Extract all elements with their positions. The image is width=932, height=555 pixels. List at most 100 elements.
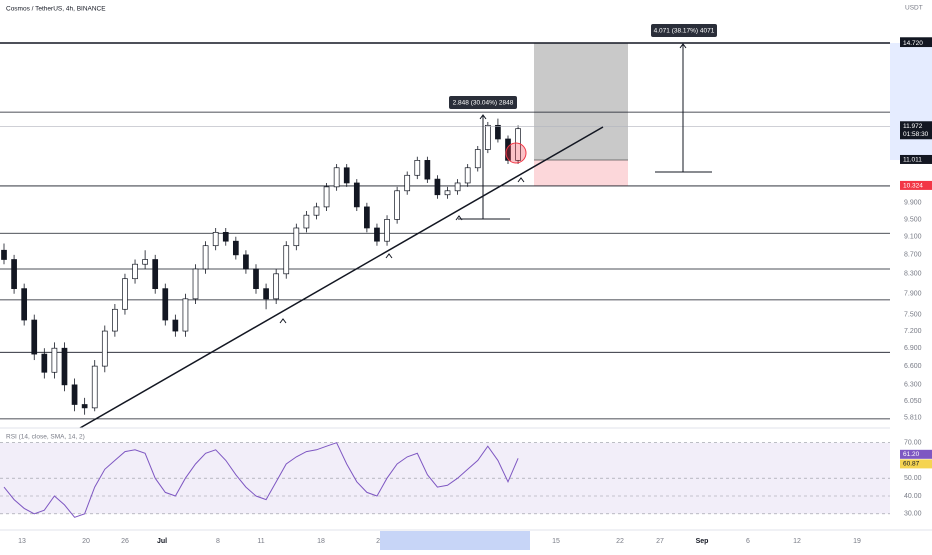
stop-zone xyxy=(534,159,628,186)
candle-body xyxy=(112,308,118,332)
carets xyxy=(279,177,525,324)
y-tick-label: 7.900 xyxy=(904,291,922,298)
candle-body xyxy=(232,240,239,256)
y-tick-label: 9.900 xyxy=(904,200,922,207)
annotation: 4.071 (38.17%) 4071 xyxy=(654,28,715,35)
candle-body xyxy=(263,288,269,300)
candle-body xyxy=(142,259,148,265)
candle-body xyxy=(464,167,471,184)
symbol-title: Cosmos / TetherUS, 4h, BINANCE xyxy=(6,6,106,13)
rsi-tick-label: 40.00 xyxy=(904,493,922,500)
candle-body xyxy=(11,259,17,289)
candle-body xyxy=(484,124,491,150)
x-tick-label: 15 xyxy=(552,538,560,545)
candle-body xyxy=(31,319,38,355)
price-label: 10.324 xyxy=(903,183,923,190)
rsi-line xyxy=(3,442,519,518)
y-tick-label: 9.100 xyxy=(904,234,922,241)
y-tick-label: 7.500 xyxy=(904,311,922,318)
candle-body xyxy=(303,214,310,229)
candle-body xyxy=(273,273,280,300)
candle-body xyxy=(343,167,350,184)
annotation-box xyxy=(449,96,517,109)
candle-body xyxy=(101,330,108,367)
candle-body xyxy=(152,259,159,289)
price-label: 11.972 xyxy=(903,123,923,130)
candle-body xyxy=(505,138,511,161)
candle-body xyxy=(404,174,411,192)
rsi-tick-label: 50.00 xyxy=(904,475,922,482)
candle-body xyxy=(384,219,390,242)
candle-body xyxy=(81,404,88,409)
x-tick-label: 20 xyxy=(82,538,90,545)
price-label: 14.720 xyxy=(903,40,923,47)
candle-body xyxy=(414,160,421,176)
candle-body xyxy=(434,178,441,196)
rsi-title: RSI (14, close, SMA, 14, 2) xyxy=(6,434,85,441)
plot: 5.810 6.050 6.300 6.600 6.900 7.200 7.500 7.900… xyxy=(0,37,932,545)
y-tick-label: 6.300 xyxy=(904,382,922,389)
y-tick-label: 7.200 xyxy=(904,328,922,335)
x-tick-label: 18 xyxy=(317,538,325,545)
x-tick-label: 27 xyxy=(656,538,664,545)
candle-body xyxy=(222,231,229,242)
candle-body xyxy=(333,167,340,188)
highlight-circle xyxy=(505,142,527,164)
target-zone xyxy=(534,43,628,160)
candle-body xyxy=(313,206,320,216)
y-tick-label: 9.500 xyxy=(904,216,922,223)
candle-body xyxy=(1,249,7,260)
y-tick-label: 8.700 xyxy=(904,252,922,259)
candle-body xyxy=(293,227,300,247)
candle-body xyxy=(495,124,501,140)
price-label: 11.011 xyxy=(903,157,922,164)
candle-body xyxy=(172,319,179,332)
candle-body xyxy=(353,182,360,208)
candle-body xyxy=(132,263,138,280)
candle-body xyxy=(91,365,98,409)
candle-body xyxy=(323,186,330,208)
rsi-label-box xyxy=(900,449,932,459)
countdown: 01:58:30 xyxy=(903,131,929,138)
price-label-box xyxy=(900,38,932,48)
y-tick-label: 8.300 xyxy=(904,271,922,278)
price-label-box xyxy=(900,180,932,190)
candle-body xyxy=(212,231,219,247)
candle-body xyxy=(253,268,259,289)
x-tick-label: 8 xyxy=(216,538,220,545)
candle-body xyxy=(41,353,48,373)
candle-body xyxy=(21,288,28,321)
currency: USDT xyxy=(905,5,923,12)
candle-body xyxy=(374,227,380,242)
rsi-label: 61.20 xyxy=(903,451,920,458)
candle-body xyxy=(474,149,481,169)
y-tick-label: 6.050 xyxy=(904,398,922,405)
x-tick-label: 19 xyxy=(853,538,861,545)
annotation: 2.848 (30.04%) 2848 xyxy=(453,100,514,107)
annotation-box xyxy=(651,24,717,37)
x-tick-label: 11 xyxy=(257,538,264,545)
y-tick-label: 6.900 xyxy=(904,345,922,352)
candle-body xyxy=(444,190,451,196)
candle-body xyxy=(122,278,128,310)
candle-body xyxy=(424,160,431,180)
candle-body xyxy=(283,245,290,275)
x-tick-label: 12 xyxy=(793,538,801,545)
candle-body xyxy=(51,347,58,373)
axis-highlight xyxy=(890,43,932,160)
candle-body xyxy=(243,254,249,270)
x-tick-label: Sep xyxy=(696,538,709,545)
candle-body xyxy=(192,268,199,300)
y-tick-label: 6.600 xyxy=(904,363,922,370)
rsi-label: 60.87 xyxy=(903,461,920,468)
candle-body xyxy=(394,190,400,220)
x-tick-label: 22 xyxy=(616,538,624,545)
candle-body xyxy=(162,288,169,321)
candle-body xyxy=(364,206,370,229)
rsi-label-box xyxy=(900,459,932,469)
arrow-head xyxy=(679,43,687,49)
candle-body xyxy=(61,347,68,386)
candle-body xyxy=(202,245,209,270)
arrow-head xyxy=(479,114,487,120)
